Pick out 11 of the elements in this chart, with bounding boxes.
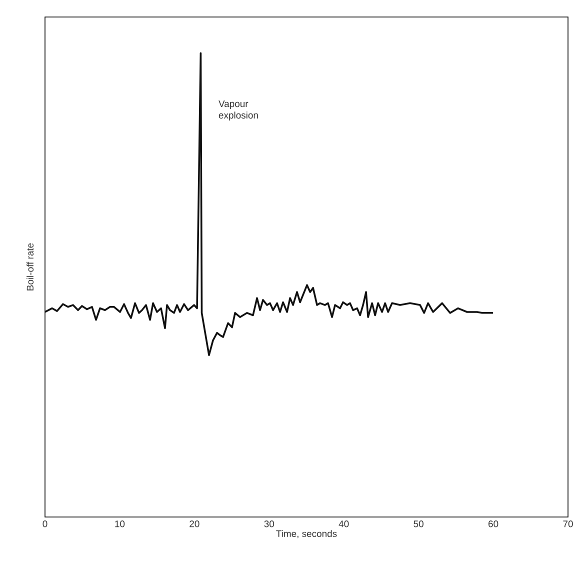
- x-tick-label: 60: [488, 520, 498, 528]
- annotation: Vapour explosion: [218, 100, 258, 120]
- y-axis-title: Boil-off rate: [26, 243, 34, 290]
- x-axis-title: Time, seconds: [276, 530, 337, 538]
- x-tick-label: 30: [264, 520, 274, 528]
- x-tick-label: 20: [190, 520, 200, 528]
- x-tick-label: 70: [563, 520, 573, 528]
- x-tick-label: 50: [414, 520, 424, 528]
- x-tick-label: 0: [42, 520, 48, 528]
- x-tick-label: 40: [338, 520, 349, 528]
- x-tick-label: 10: [115, 520, 125, 528]
